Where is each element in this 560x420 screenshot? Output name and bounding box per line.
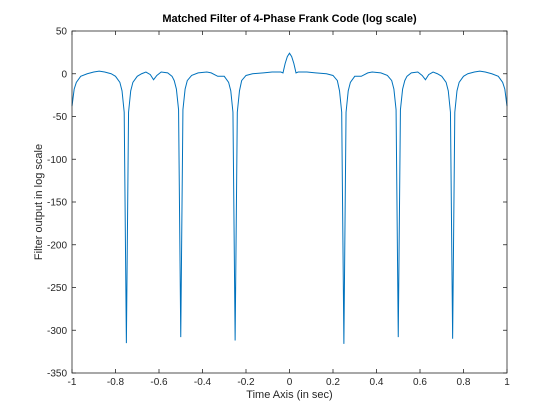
x-tick-label: 0 <box>287 377 293 388</box>
x-tick-label: -0.6 <box>150 377 168 388</box>
x-tick-label: -1 <box>68 377 77 388</box>
data-line <box>71 52 508 344</box>
y-tick-label: -100 <box>47 155 67 166</box>
x-tick-label: 0.4 <box>370 377 384 388</box>
x-tick-label: -0.8 <box>107 377 125 388</box>
x-tick-label: 0.8 <box>457 377 471 388</box>
plot-area <box>72 31 507 373</box>
y-tick-label: 50 <box>56 27 68 38</box>
x-tick-label: 0.6 <box>413 377 427 388</box>
axes-box <box>71 30 508 374</box>
x-tick-label: -0.2 <box>237 377 255 388</box>
x-tick-label: -0.4 <box>194 377 212 388</box>
y-tick-label: -250 <box>47 283 67 294</box>
y-tick-label: 0 <box>61 69 67 80</box>
y-axis-label: Filter output in log scale <box>33 144 45 260</box>
y-tick-label: -50 <box>53 112 68 123</box>
y-tick-label: -350 <box>47 369 67 380</box>
chart-title: Matched Filter of 4-Phase Frank Code (lo… <box>162 13 417 25</box>
x-axis-label: Time Axis (in sec) <box>246 389 332 401</box>
y-tick-label: -150 <box>47 198 67 209</box>
y-tick-label: -300 <box>47 326 67 337</box>
y-tick-label: -200 <box>47 240 67 251</box>
x-tick-label: 0.2 <box>326 377 340 388</box>
x-tick-label: 1 <box>504 377 510 388</box>
